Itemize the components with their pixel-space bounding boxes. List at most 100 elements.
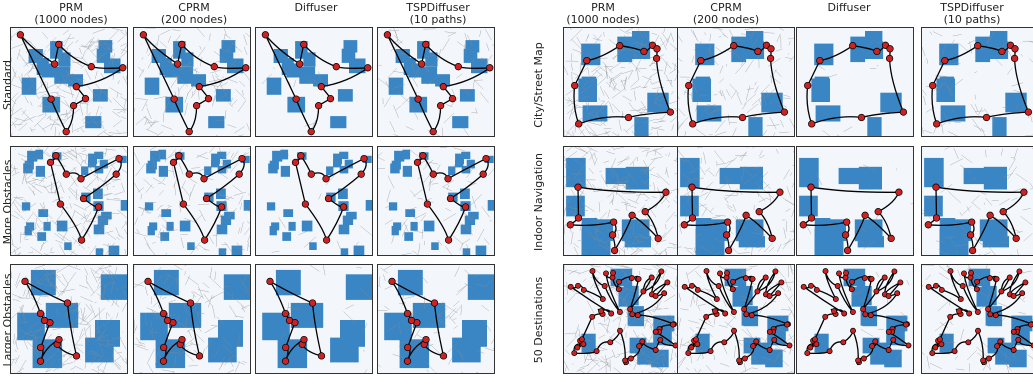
- obstacle: [692, 78, 711, 102]
- obstacle: [222, 159, 231, 169]
- obstacle: [394, 150, 405, 162]
- obstacle: [35, 149, 44, 160]
- destination-marker: [857, 113, 866, 122]
- obstacle: [799, 157, 819, 188]
- destination-marker: [72, 83, 80, 91]
- obstacle: [799, 195, 818, 217]
- destination-marker: [640, 288, 647, 295]
- obstacle: [333, 153, 342, 165]
- destination-marker: [862, 311, 869, 318]
- destination-marker: [951, 348, 958, 355]
- destination-marker: [580, 286, 587, 293]
- destination-marker: [407, 316, 416, 325]
- destination-marker: [616, 278, 622, 285]
- destination-marker: [986, 275, 993, 282]
- destination-marker: [998, 47, 1006, 56]
- destinations: [929, 41, 1033, 128]
- destination-marker: [697, 56, 705, 65]
- destination-marker: [55, 40, 63, 49]
- destination-marker: [1024, 108, 1033, 116]
- destination-marker: [754, 288, 761, 295]
- destination-marker: [762, 274, 769, 281]
- roadmap-edges: [134, 28, 250, 136]
- destination-marker: [652, 54, 661, 63]
- tour-path: [682, 186, 781, 251]
- destination-marker: [1016, 268, 1023, 275]
- destination-marker: [807, 214, 816, 222]
- obstacle: [166, 221, 174, 231]
- destinations: [291, 152, 368, 244]
- destination-marker: [985, 306, 992, 313]
- destination-marker: [598, 308, 605, 315]
- obstacle: [341, 48, 356, 63]
- destination-marker: [281, 357, 290, 365]
- environment-map: [134, 28, 250, 136]
- obstacle: [625, 166, 649, 190]
- destination-marker: [454, 63, 462, 71]
- obstacle: [487, 200, 494, 211]
- obstacle: [814, 333, 829, 353]
- obstacle: [403, 58, 416, 75]
- destination-marker: [731, 327, 737, 334]
- obstacle: [97, 215, 109, 225]
- destinations: [567, 268, 679, 366]
- destination-marker: [439, 352, 448, 360]
- environment-map: [11, 28, 127, 136]
- obstacle: [35, 165, 45, 177]
- destination-marker: [807, 183, 815, 191]
- obstacle: [144, 77, 160, 95]
- destination-marker: [300, 335, 308, 344]
- destination-marker: [724, 218, 732, 226]
- roadmap-edges: [280, 265, 372, 373]
- destination-marker: [94, 203, 103, 211]
- obstacle: [99, 159, 108, 169]
- destination-marker: [804, 350, 811, 357]
- destination-marker: [601, 283, 608, 289]
- destination-marker: [767, 45, 775, 53]
- destination-marker: [448, 95, 457, 103]
- obstacle: [187, 242, 195, 250]
- obstacle: [17, 312, 45, 341]
- obstacle: [452, 116, 469, 129]
- destination-marker: [903, 321, 909, 328]
- destination-marker: [808, 120, 816, 128]
- environment-map: [799, 157, 913, 255]
- destination-marker: [826, 348, 833, 355]
- obstacle: [732, 287, 748, 307]
- destination-marker: [750, 343, 757, 350]
- destination-marker: [1010, 328, 1017, 335]
- destination-marker: [238, 154, 246, 163]
- obstacle: [211, 160, 220, 168]
- destinations: [799, 183, 903, 255]
- obstacle: [1005, 92, 1027, 113]
- destination-marker: [975, 327, 981, 334]
- obstacle: [333, 160, 342, 168]
- destination-marker: [36, 309, 45, 318]
- obstacle: [924, 157, 944, 188]
- destination-marker: [77, 175, 85, 183]
- destination-marker: [993, 275, 1000, 282]
- destination-marker: [932, 214, 941, 222]
- obstacle: [150, 150, 161, 162]
- obstacle: [695, 333, 710, 353]
- obstacle: [634, 117, 649, 136]
- obstacle: [858, 166, 882, 190]
- destination-marker: [1010, 54, 1019, 63]
- col-title-left-prm: PRM (1000 nodes): [34, 1, 108, 26]
- destination-marker: [266, 277, 274, 286]
- destination-marker: [636, 343, 643, 350]
- destination-marker: [755, 208, 763, 216]
- obstacle: [266, 77, 282, 95]
- destination-marker: [813, 286, 820, 293]
- destination-marker: [1012, 234, 1020, 243]
- destination-marker: [786, 342, 793, 349]
- destination-marker: [482, 154, 490, 163]
- destinations: [139, 31, 250, 136]
- destination-marker: [873, 288, 880, 295]
- destination-marker: [973, 286, 980, 293]
- destination-marker: [742, 275, 749, 282]
- obstacle: [838, 167, 865, 185]
- obstacle: [345, 274, 372, 300]
- destination-marker: [968, 269, 974, 276]
- roadmap-edges: [134, 147, 250, 255]
